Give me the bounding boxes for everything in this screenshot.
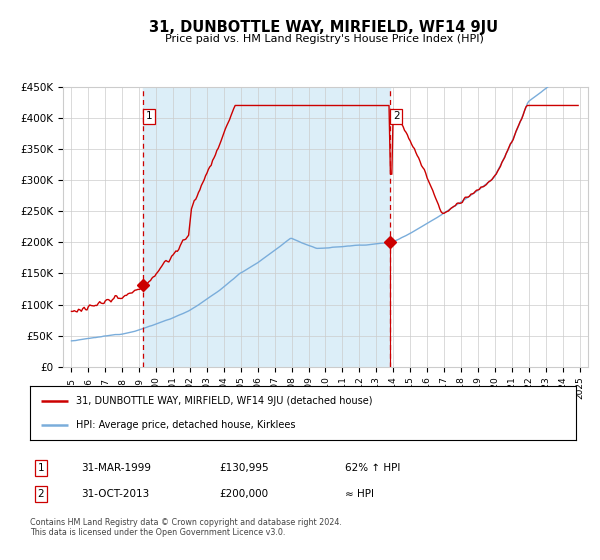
Text: £130,995: £130,995 (219, 463, 269, 473)
Text: £200,000: £200,000 (219, 489, 268, 499)
Text: 31, DUNBOTTLE WAY, MIRFIELD, WF14 9JU: 31, DUNBOTTLE WAY, MIRFIELD, WF14 9JU (149, 20, 499, 35)
Text: 31-OCT-2013: 31-OCT-2013 (81, 489, 149, 499)
Text: 31, DUNBOTTLE WAY, MIRFIELD, WF14 9JU (detached house): 31, DUNBOTTLE WAY, MIRFIELD, WF14 9JU (d… (76, 396, 373, 406)
Text: ≈ HPI: ≈ HPI (345, 489, 374, 499)
Text: Contains HM Land Registry data © Crown copyright and database right 2024.
This d: Contains HM Land Registry data © Crown c… (30, 518, 342, 538)
Text: 1: 1 (37, 463, 44, 473)
Text: HPI: Average price, detached house, Kirklees: HPI: Average price, detached house, Kirk… (76, 420, 296, 430)
Text: 2: 2 (37, 489, 44, 499)
Bar (143, 87, 391, 367)
Text: 1: 1 (146, 111, 152, 121)
Text: Price paid vs. HM Land Registry's House Price Index (HPI): Price paid vs. HM Land Registry's House … (164, 34, 484, 44)
Text: 2: 2 (393, 111, 400, 121)
Text: 62% ↑ HPI: 62% ↑ HPI (345, 463, 400, 473)
Text: 31-MAR-1999: 31-MAR-1999 (81, 463, 151, 473)
